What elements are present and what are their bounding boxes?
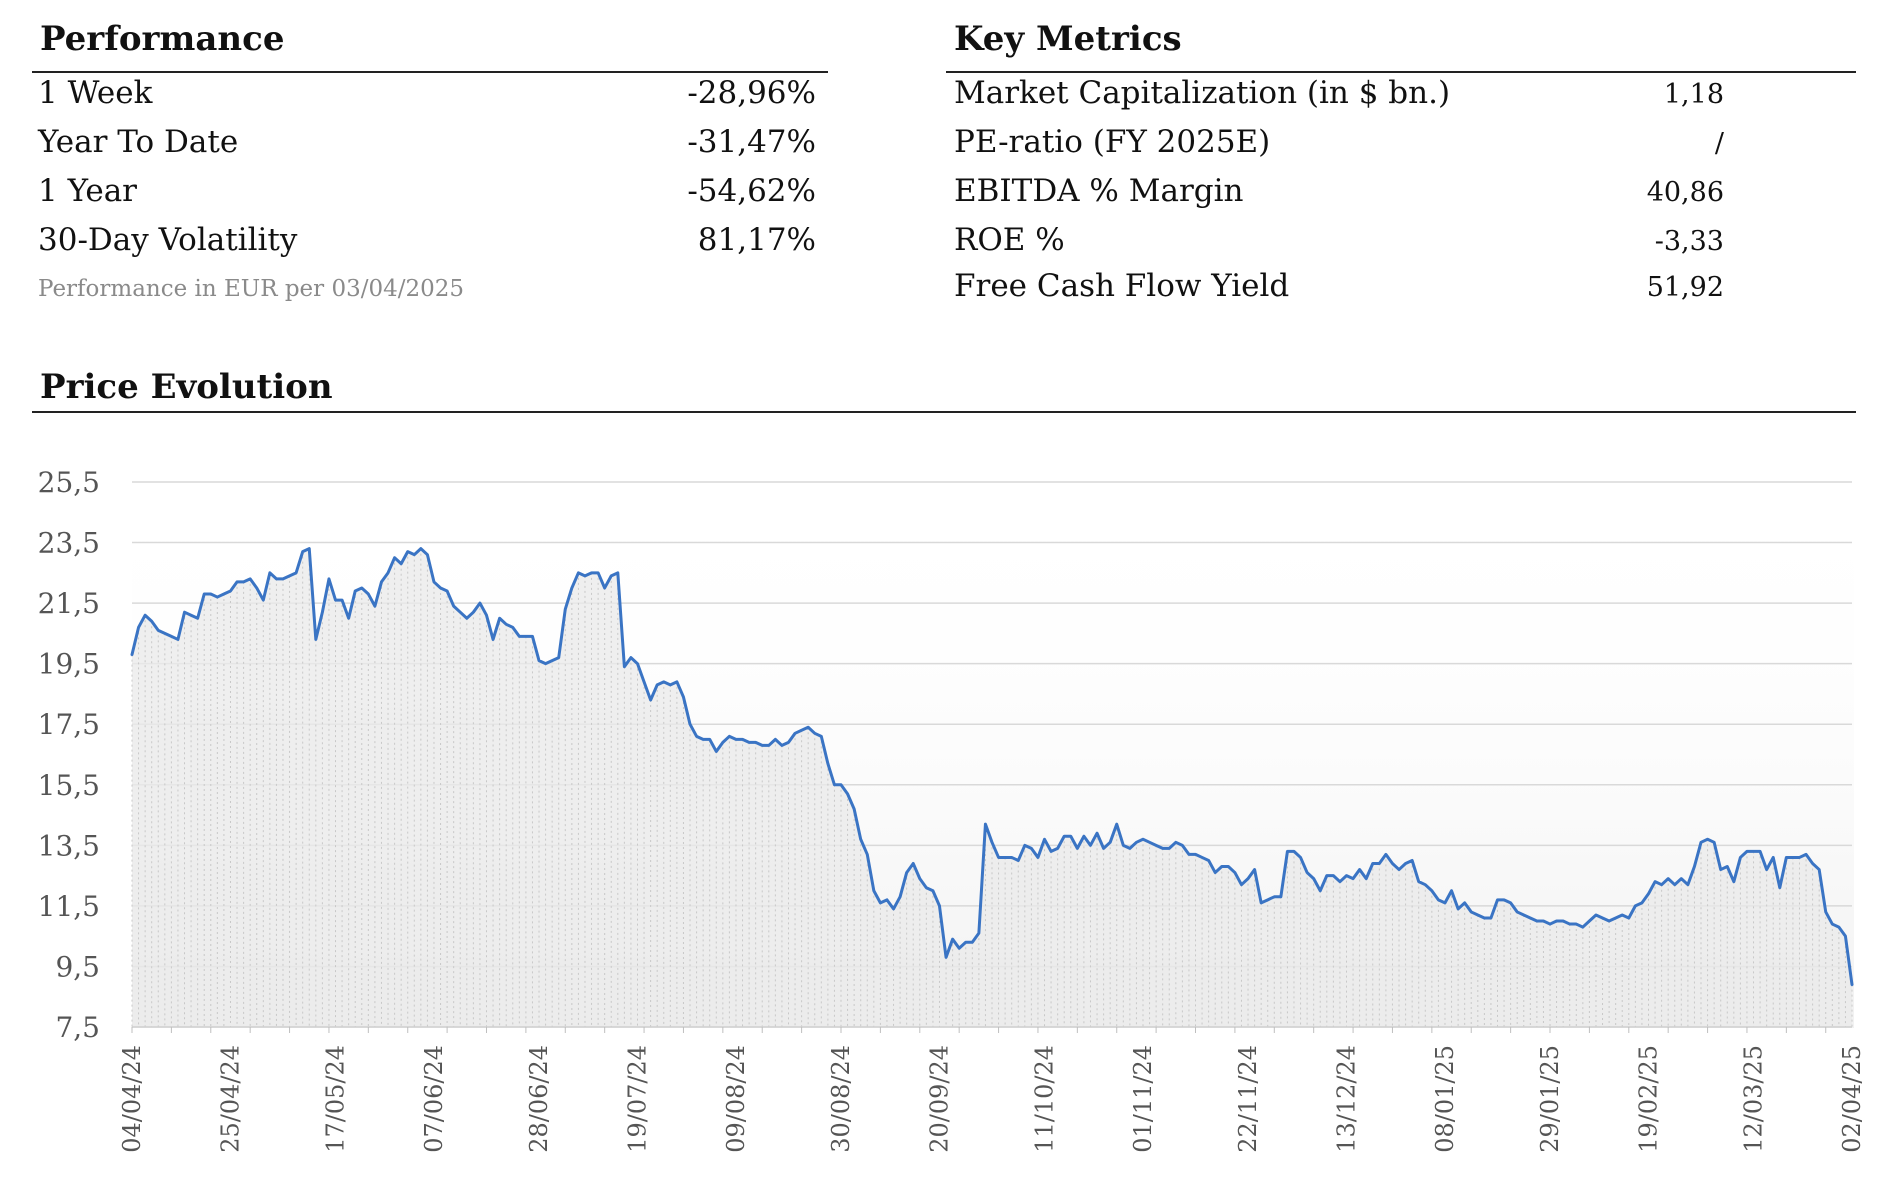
x-tick-label: 11/10/24 (1031, 1045, 1059, 1153)
key-metric-label: ROE % (954, 222, 1065, 258)
x-tick-label: 17/05/24 (322, 1045, 350, 1153)
y-tick-label: 17,5 (38, 708, 100, 741)
y-axis-ticks: 25,5 23,5 21,5 19,5 17,5 15,5 13,5 11,5 9,5 7,5 (38, 466, 100, 1044)
performance-note: Performance in EUR per 03/04/2025 (38, 276, 465, 302)
x-axis-ticks: 04/04/24 25/04/24 17/05/24 07/06/24 28/06/24… (118, 1045, 1866, 1153)
key-metric-label: PE-ratio (FY 2025E) (954, 124, 1271, 160)
x-tick-label: 13/12/24 (1333, 1045, 1361, 1153)
x-tick-label: 08/01/25 (1431, 1045, 1459, 1153)
key-metrics-title: Key Metrics (954, 19, 1182, 59)
x-tick-label: 19/07/24 (623, 1045, 651, 1153)
price-evolution-title: Price Evolution (40, 367, 333, 407)
price-evolution-chart: 25,5 23,5 21,5 19,5 17,5 15,5 13,5 11,5 9,5 7,5 0… (38, 466, 1866, 1153)
price-area-hatching (131, 548, 1853, 1027)
x-tick-label: 04/04/24 (118, 1045, 146, 1153)
x-tick-label: 12/03/25 (1740, 1045, 1768, 1153)
x-tick-label: 09/08/24 (722, 1045, 750, 1153)
price-area (132, 548, 1852, 1027)
x-tick-label: 30/08/24 (827, 1045, 855, 1153)
x-tick-label: 20/09/24 (925, 1045, 953, 1153)
x-tick-label: 01/11/24 (1129, 1045, 1157, 1153)
price-line (130, 547, 1854, 987)
key-metric-label: EBITDA % Margin (954, 173, 1244, 209)
y-tick-label: 7,5 (55, 1011, 100, 1044)
key-metric-label: Market Capitalization (in $ bn.) (954, 75, 1451, 111)
key-metrics-divider (946, 71, 1856, 73)
key-metric-label: Free Cash Flow Yield (954, 268, 1290, 304)
key-metric-value: 40,86 (1646, 177, 1724, 208)
performance-divider (32, 71, 828, 73)
performance-value: -31,47% (687, 124, 816, 160)
performance-value: -28,96% (687, 75, 816, 111)
y-tick-label: 23,5 (38, 527, 100, 560)
performance-label: 1 Year (38, 173, 137, 209)
key-metric-value: / (1714, 128, 1724, 159)
y-tick-label: 15,5 (38, 769, 100, 802)
performance-table: 1 Week -28,96% Year To Date -31,47% 1 Ye… (38, 78, 816, 288)
key-metric-value: 1,18 (1663, 79, 1724, 110)
key-metric-value: 51,92 (1646, 272, 1724, 303)
performance-title: Performance (40, 19, 285, 59)
performance-value: 81,17% (697, 222, 816, 258)
price-area-fill (132, 548, 1852, 1027)
x-tick-label: 22/11/24 (1234, 1045, 1262, 1153)
price-evolution-divider (32, 411, 1856, 413)
x-tick-label: 29/01/25 (1536, 1045, 1564, 1153)
x-tick-label: 07/06/24 (420, 1045, 448, 1153)
x-tick-label: 28/06/24 (525, 1045, 553, 1153)
y-tick-label: 19,5 (38, 648, 100, 681)
x-axis (131, 1026, 1852, 1033)
x-tick-label: 02/04/25 (1838, 1045, 1866, 1153)
performance-label: Year To Date (38, 124, 239, 160)
performance-label: 30-Day Volatility (38, 222, 298, 258)
y-tick-label: 11,5 (38, 890, 100, 923)
performance-label: 1 Week (38, 75, 153, 111)
key-metrics-table: Market Capitalization (in $ bn.) 1,18 PE… (954, 78, 1724, 308)
x-tick-label: 19/02/25 (1634, 1045, 1662, 1153)
performance-value: -54,62% (687, 173, 816, 209)
y-tick-label: 21,5 (38, 587, 100, 620)
y-tick-label: 13,5 (38, 829, 100, 862)
y-tick-label: 25,5 (38, 466, 100, 499)
price-line-group (130, 547, 1854, 987)
x-tick-label: 25/04/24 (216, 1045, 244, 1153)
y-tick-label: 9,5 (55, 950, 100, 983)
key-metric-value: -3,33 (1654, 226, 1724, 257)
